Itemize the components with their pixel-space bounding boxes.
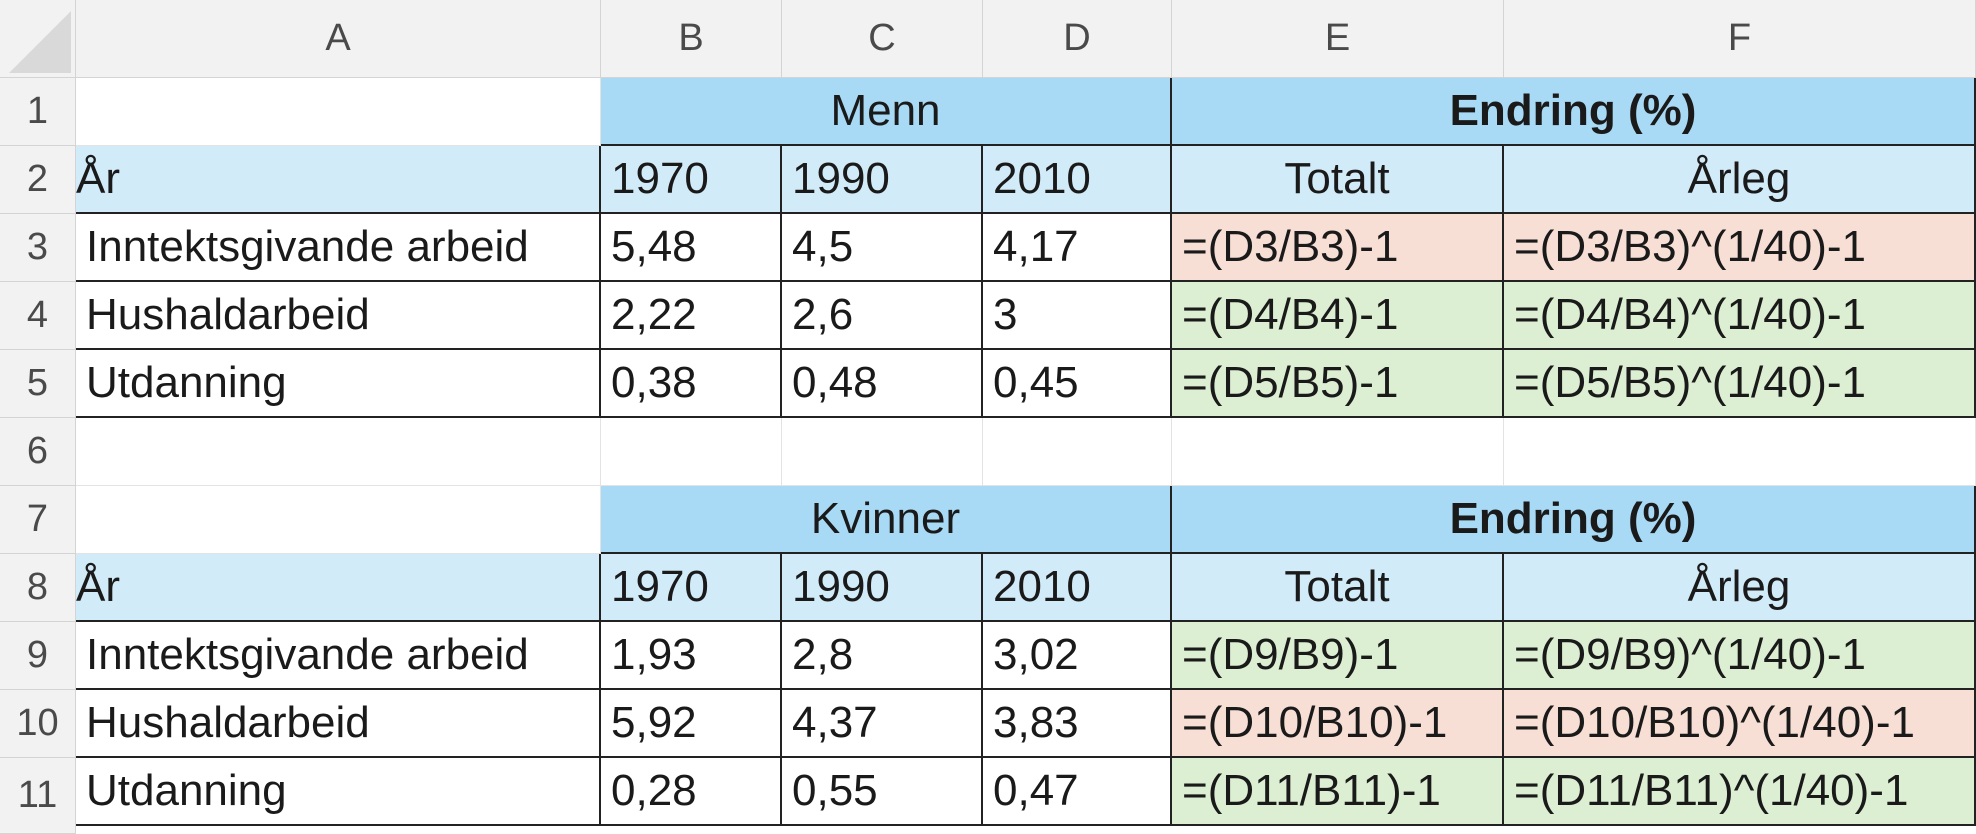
formula-total[interactable]: =(D10/B10)-1 [1172, 690, 1504, 758]
formula-annual[interactable]: =(D4/B4)^(1/40)-1 [1504, 282, 1976, 350]
column-header-c[interactable]: C [782, 0, 983, 78]
formula-annual[interactable]: =(D9/B9)^(1/40)-1 [1504, 622, 1976, 690]
column-header-b[interactable]: B [601, 0, 782, 78]
value-cell[interactable]: 3,83 [983, 690, 1172, 758]
row-label[interactable]: Utdanning [76, 758, 601, 826]
year-1970[interactable]: 1970 [601, 554, 782, 622]
year-2010[interactable]: 2010 [983, 554, 1172, 622]
year-label[interactable]: År [76, 146, 601, 214]
value-cell[interactable]: 2,6 [782, 282, 983, 350]
row-header-11[interactable]: 11 [0, 758, 76, 834]
arleg-header[interactable]: Årleg [1504, 146, 1976, 214]
year-1990[interactable]: 1990 [782, 146, 983, 214]
year-1990[interactable]: 1990 [782, 554, 983, 622]
change-header[interactable]: Endring (%) [1172, 78, 1976, 146]
column-header-d[interactable]: D [983, 0, 1172, 78]
formula-total[interactable]: =(D9/B9)-1 [1172, 622, 1504, 690]
value-cell[interactable]: 4,37 [782, 690, 983, 758]
cell-a7[interactable] [76, 486, 601, 554]
year-2010[interactable]: 2010 [983, 146, 1172, 214]
cell-e6[interactable] [1172, 418, 1504, 486]
formula-total[interactable]: =(D11/B11)-1 [1172, 758, 1504, 826]
value-cell[interactable]: 1,93 [601, 622, 782, 690]
row-label[interactable]: Utdanning [76, 350, 601, 418]
value-cell[interactable]: 0,38 [601, 350, 782, 418]
value-cell[interactable]: 0,55 [782, 758, 983, 826]
cell-b6[interactable] [601, 418, 782, 486]
row-header-6[interactable]: 6 [0, 418, 76, 486]
row-header-4[interactable]: 4 [0, 282, 76, 350]
row-label[interactable]: Inntektsgivande arbeid [76, 214, 601, 282]
select-all-corner[interactable] [0, 0, 76, 78]
row-header-8[interactable]: 8 [0, 554, 76, 622]
year-1970[interactable]: 1970 [601, 146, 782, 214]
row-header-1[interactable]: 1 [0, 78, 76, 146]
change-header[interactable]: Endring (%) [1172, 486, 1976, 554]
formula-annual[interactable]: =(D3/B3)^(1/40)-1 [1504, 214, 1976, 282]
row-header-3[interactable]: 3 [0, 214, 76, 282]
row-header-2[interactable]: 2 [0, 146, 76, 214]
column-header-e[interactable]: E [1172, 0, 1504, 78]
kvinner-group-header[interactable]: Kvinner [601, 486, 1172, 554]
formula-total[interactable]: =(D3/B3)-1 [1172, 214, 1504, 282]
formula-annual[interactable]: =(D5/B5)^(1/40)-1 [1504, 350, 1976, 418]
cell-d6[interactable] [983, 418, 1172, 486]
value-cell[interactable]: 3,02 [983, 622, 1172, 690]
row-header-9[interactable]: 9 [0, 622, 76, 690]
value-cell[interactable]: 2,22 [601, 282, 782, 350]
year-label[interactable]: År [76, 554, 601, 622]
value-cell[interactable]: 4,5 [782, 214, 983, 282]
row-header-7[interactable]: 7 [0, 486, 76, 554]
value-cell[interactable]: 0,47 [983, 758, 1172, 826]
row-header-10[interactable]: 10 [0, 690, 76, 758]
cell-a1[interactable] [76, 78, 601, 146]
value-cell[interactable]: 0,48 [782, 350, 983, 418]
arleg-header[interactable]: Årleg [1504, 554, 1976, 622]
formula-total[interactable]: =(D4/B4)-1 [1172, 282, 1504, 350]
value-cell[interactable]: 5,48 [601, 214, 782, 282]
totalt-header[interactable]: Totalt [1172, 554, 1504, 622]
value-cell[interactable]: 5,92 [601, 690, 782, 758]
value-cell[interactable]: 0,45 [983, 350, 1172, 418]
formula-annual[interactable]: =(D11/B11)^(1/40)-1 [1504, 758, 1976, 826]
value-cell[interactable]: 2,8 [782, 622, 983, 690]
value-cell[interactable]: 3 [983, 282, 1172, 350]
cell-a6[interactable] [76, 418, 601, 486]
row-label[interactable]: Hushaldarbeid [76, 282, 601, 350]
row-label[interactable]: Inntektsgivande arbeid [76, 622, 601, 690]
column-header-f[interactable]: F [1504, 0, 1976, 78]
row-label[interactable]: Hushaldarbeid [76, 690, 601, 758]
value-cell[interactable]: 0,28 [601, 758, 782, 826]
cell-f6[interactable] [1504, 418, 1976, 486]
totalt-header[interactable]: Totalt [1172, 146, 1504, 214]
column-header-a[interactable]: A [76, 0, 601, 78]
row-header-5[interactable]: 5 [0, 350, 76, 418]
select-all-icon [9, 11, 71, 73]
cell-c6[interactable] [782, 418, 983, 486]
formula-total[interactable]: =(D5/B5)-1 [1172, 350, 1504, 418]
formula-annual[interactable]: =(D10/B10)^(1/40)-1 [1504, 690, 1976, 758]
menn-group-header[interactable]: Menn [601, 78, 1172, 146]
value-cell[interactable]: 4,17 [983, 214, 1172, 282]
